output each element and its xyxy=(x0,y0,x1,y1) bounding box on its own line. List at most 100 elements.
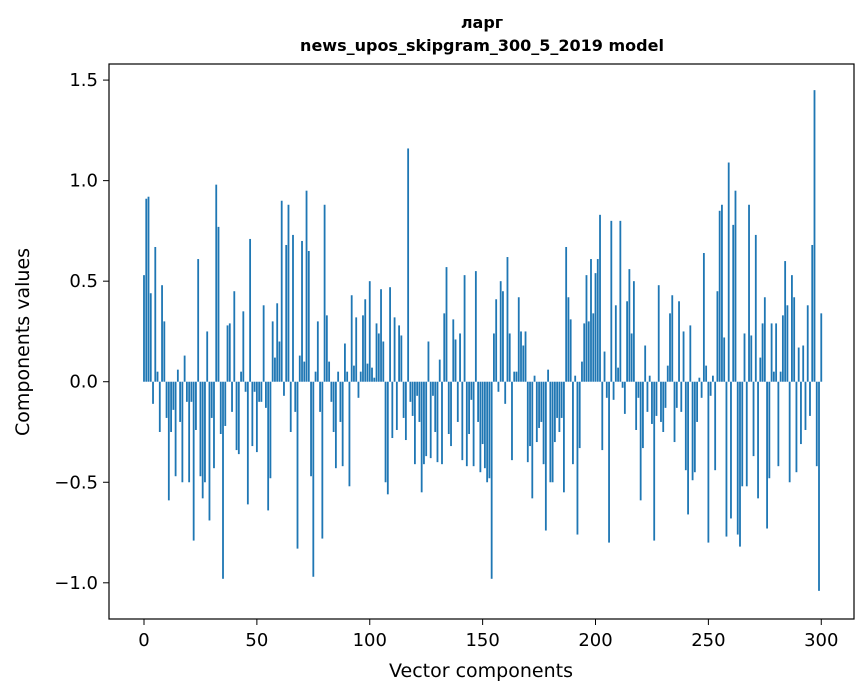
bar xyxy=(447,381,450,434)
bar xyxy=(240,371,242,382)
bar xyxy=(540,381,543,422)
bar xyxy=(393,317,396,382)
bar xyxy=(249,238,252,382)
bar xyxy=(319,381,321,412)
bar xyxy=(255,381,258,453)
bar xyxy=(418,381,421,422)
bar xyxy=(353,365,355,382)
bar xyxy=(217,226,220,382)
bar xyxy=(375,323,378,382)
bar xyxy=(709,381,712,396)
bar xyxy=(563,381,565,493)
bar xyxy=(294,381,297,412)
bar xyxy=(768,381,771,479)
bar xyxy=(364,299,367,382)
bar xyxy=(251,381,254,447)
bar xyxy=(468,381,470,434)
bar xyxy=(802,345,805,382)
bar xyxy=(199,381,202,477)
bar xyxy=(213,381,215,469)
bar xyxy=(666,365,669,382)
bar xyxy=(544,381,547,531)
bar xyxy=(671,295,674,382)
bar xyxy=(693,381,696,473)
bar xyxy=(815,381,818,467)
bar xyxy=(206,331,209,382)
bar xyxy=(208,381,211,521)
bar xyxy=(535,381,538,443)
bar xyxy=(346,371,349,382)
bar xyxy=(558,381,561,432)
bar xyxy=(734,190,737,382)
bar xyxy=(736,381,739,535)
bar xyxy=(513,371,516,382)
bar xyxy=(337,371,340,382)
bar xyxy=(721,204,723,382)
bar xyxy=(614,305,617,382)
bar xyxy=(763,297,766,382)
chart-title: ларг xyxy=(461,13,503,32)
bar xyxy=(242,311,245,382)
bar xyxy=(267,381,270,511)
bar xyxy=(373,377,376,382)
bar xyxy=(265,381,267,408)
bar xyxy=(547,369,550,382)
bar xyxy=(477,381,480,422)
bar xyxy=(508,333,511,382)
bar xyxy=(517,297,520,382)
bar xyxy=(280,200,283,382)
x-tick-label: 100 xyxy=(353,630,387,651)
bar xyxy=(499,281,502,382)
bar xyxy=(357,381,360,398)
bar xyxy=(321,381,324,539)
y-tick-label: 1.5 xyxy=(69,70,98,91)
bar xyxy=(274,357,276,382)
bar xyxy=(551,381,554,483)
bar xyxy=(599,214,601,382)
x-tick-label: 300 xyxy=(804,630,838,651)
bar xyxy=(409,381,412,402)
bar xyxy=(705,365,708,382)
bar xyxy=(359,371,362,382)
bar xyxy=(775,323,778,382)
y-tick-label: 1.0 xyxy=(69,171,98,192)
bar xyxy=(572,381,574,465)
bar xyxy=(172,381,175,410)
bar xyxy=(770,323,773,382)
bar xyxy=(423,381,425,465)
bar xyxy=(233,291,236,382)
bar xyxy=(741,381,744,487)
bar xyxy=(296,381,299,549)
bar xyxy=(680,381,683,412)
bar xyxy=(276,303,279,382)
bar xyxy=(472,381,475,467)
bar xyxy=(707,381,710,543)
bar xyxy=(490,381,493,579)
bar xyxy=(596,259,599,382)
bar xyxy=(684,381,687,471)
bar xyxy=(590,259,592,382)
bar xyxy=(772,371,775,382)
bar xyxy=(341,381,344,467)
bar xyxy=(226,325,229,382)
bar xyxy=(165,381,168,418)
bar xyxy=(727,162,730,382)
bar xyxy=(712,375,714,382)
bar xyxy=(797,347,800,382)
bar xyxy=(716,291,719,382)
bar xyxy=(235,381,238,451)
bar xyxy=(411,381,414,416)
bar xyxy=(158,381,161,432)
bar xyxy=(585,275,588,382)
bar xyxy=(310,381,312,477)
bar xyxy=(314,371,317,382)
bar xyxy=(574,375,577,382)
bar xyxy=(533,375,536,382)
bar xyxy=(542,381,545,465)
y-axis-label: Components values xyxy=(12,248,34,436)
bar xyxy=(427,341,430,382)
bar xyxy=(456,381,459,422)
bar xyxy=(538,381,540,428)
bar xyxy=(601,381,604,451)
